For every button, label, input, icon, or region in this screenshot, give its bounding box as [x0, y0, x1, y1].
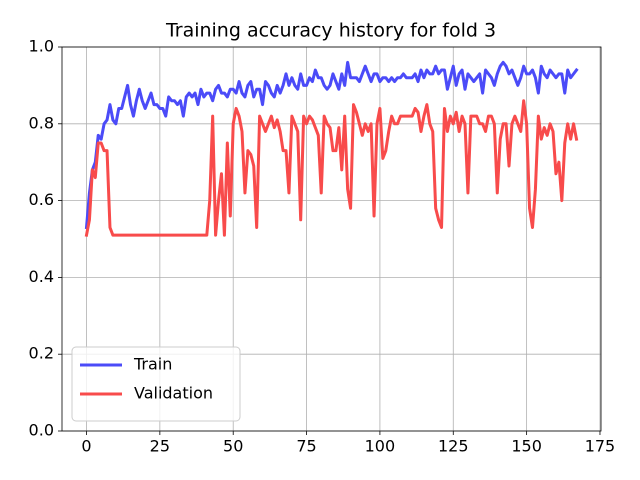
x-tick-label: 25 — [150, 437, 170, 456]
x-tick-label: 50 — [223, 437, 243, 456]
legend: Train Validation — [71, 346, 241, 422]
x-tick-label: 0 — [81, 437, 91, 456]
legend-label: Train — [133, 355, 172, 374]
y-tick-label: 0.2 — [29, 344, 54, 363]
x-tick-label: 75 — [296, 437, 316, 456]
line-series — [84, 99, 579, 237]
y-tick-label: 0.8 — [29, 113, 54, 132]
y-tick-label: 0.0 — [29, 421, 54, 440]
line-series — [84, 60, 579, 230]
y-tick-label: 0.4 — [29, 267, 54, 286]
y-tick-label: 1.0 — [29, 37, 54, 56]
x-tick-label: 150 — [511, 437, 542, 456]
legend-label: Validation — [134, 384, 213, 403]
x-tick-label: 100 — [365, 437, 396, 456]
x-tick-label: 125 — [438, 437, 469, 456]
axes-frame — [61, 46, 602, 432]
y-tick-label: 0.6 — [29, 190, 54, 209]
x-tick-label: 175 — [585, 437, 616, 456]
chart-title: Training accuracy history for fold 3 — [165, 20, 496, 42]
